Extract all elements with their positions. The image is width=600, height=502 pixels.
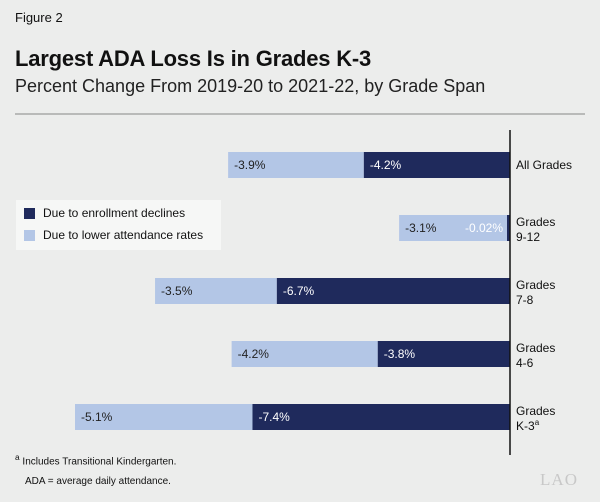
- bar-label-attendance: -3.5%: [161, 284, 193, 298]
- bar-label-attendance: -3.1%: [405, 221, 437, 235]
- footnote-a: a Includes Transitional Kindergarten.: [15, 452, 176, 467]
- bar-label-attendance: -5.1%: [81, 410, 113, 424]
- bar-enrollment: [276, 278, 510, 304]
- bar-enrollment: [507, 215, 510, 241]
- bar-attendance: [231, 341, 378, 367]
- category-label: Grades: [516, 341, 555, 355]
- legend-label: Due to lower attendance rates: [43, 228, 204, 242]
- bar-enrollment: [252, 404, 511, 430]
- figure-label: Figure 2: [15, 10, 63, 25]
- bar-label-enrollment: -0.02%: [465, 221, 503, 235]
- bar-attendance: [228, 152, 364, 178]
- legend-item-enrollment: Due to enrollment declines: [24, 206, 185, 220]
- bar-attendance: [399, 215, 507, 241]
- category-label: Grades: [516, 215, 555, 229]
- footnote-marker: a: [15, 452, 20, 462]
- legend-label: Due to enrollment declines: [43, 206, 186, 220]
- lao-logo: LAO: [540, 470, 578, 489]
- bar-label-attendance: -3.9%: [234, 158, 266, 172]
- bar-label-enrollment: -6.7%: [283, 284, 315, 298]
- bar-enrollment: [363, 152, 510, 178]
- footnote-text: Includes Transitional Kindergarten.: [22, 456, 177, 468]
- bar-attendance: [75, 404, 253, 430]
- title-divider: [15, 113, 585, 115]
- category-label: K-3a: [516, 418, 540, 433]
- category-label: Grades: [516, 278, 555, 292]
- legend-swatch-dark: [24, 207, 35, 219]
- legend-swatch-light: [24, 229, 35, 241]
- footnote-abbrev: ADA = average daily attendance.: [25, 476, 171, 487]
- category-label: 9-12: [516, 230, 540, 244]
- bar-label-enrollment: -4.2%: [370, 158, 402, 172]
- bar-label-attendance: -4.2%: [238, 347, 270, 361]
- category-label: 4-6: [516, 356, 534, 370]
- chart-title: Largest ADA Loss Is in Grades K-3: [15, 46, 372, 71]
- legend: Due to enrollment declines Due to lower …: [16, 200, 221, 250]
- category-label: Grades: [516, 404, 555, 418]
- bar-label-enrollment: -3.8%: [384, 347, 416, 361]
- category-label: 7-8: [516, 293, 534, 307]
- bar-label-enrollment: -7.4%: [258, 410, 290, 424]
- legend-item-attendance: Due to lower attendance rates: [24, 228, 203, 242]
- chart-subtitle: Percent Change From 2019-20 to 2021-22, …: [15, 76, 486, 96]
- bar-attendance: [155, 278, 277, 304]
- category-label: All Grades: [516, 158, 572, 172]
- bar-enrollment: [377, 341, 510, 367]
